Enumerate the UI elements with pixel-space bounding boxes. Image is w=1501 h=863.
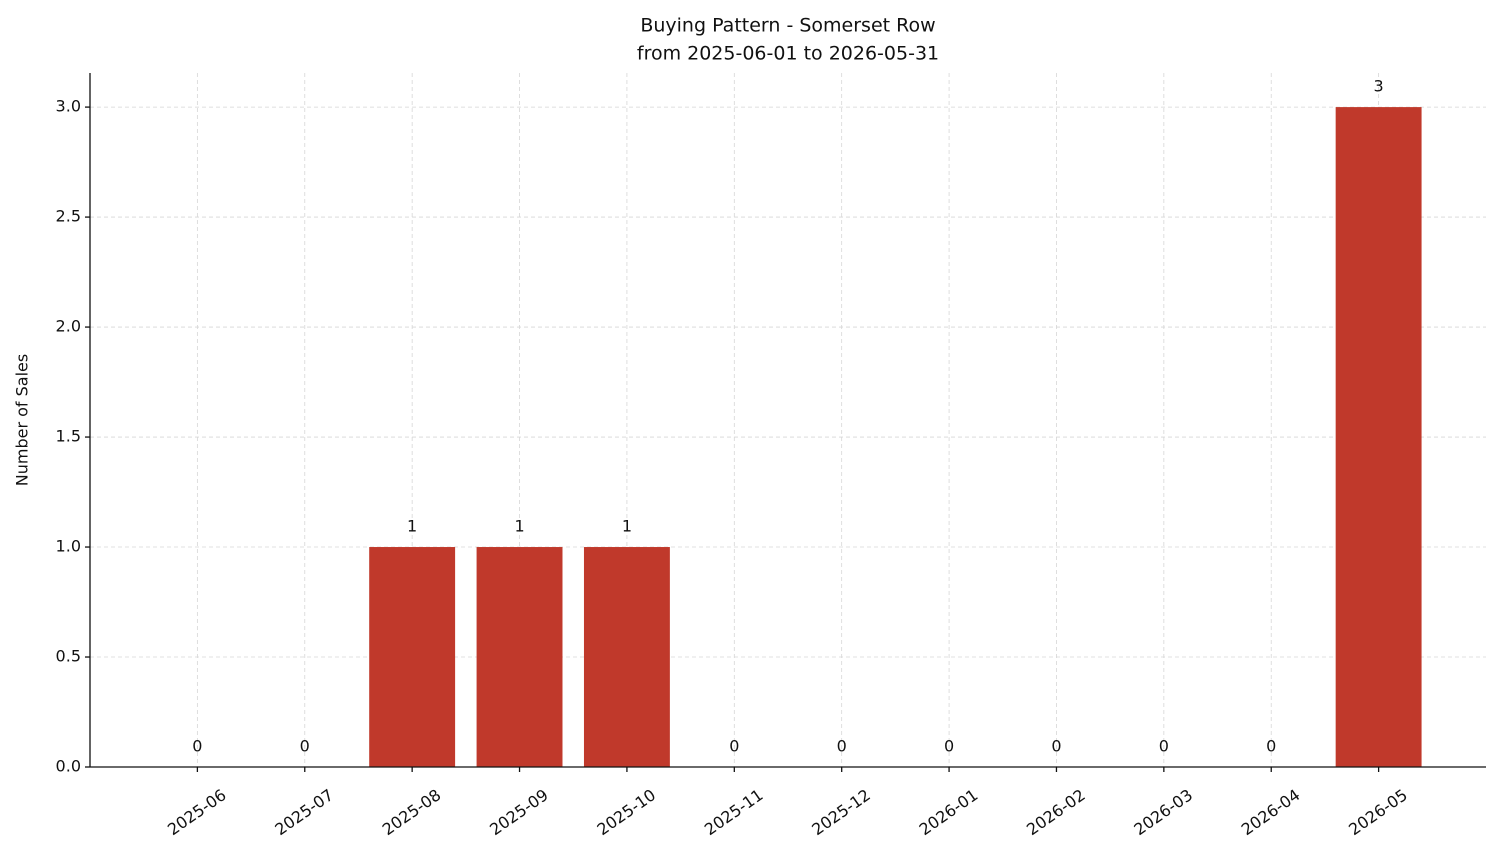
x-tick-label: 2025-08 <box>379 785 445 839</box>
bar <box>369 547 456 767</box>
bar <box>1335 107 1422 767</box>
value-label: 0 <box>944 737 954 756</box>
x-tick-label: 2025-12 <box>808 785 874 839</box>
y-axis-label: Number of Sales <box>13 354 32 486</box>
x-tick-label: 2026-02 <box>1023 785 1089 839</box>
value-label: 1 <box>407 517 417 536</box>
value-label: 3 <box>1374 77 1384 96</box>
chart-subtitle: from 2025-06-01 to 2026-05-31 <box>637 43 939 65</box>
x-tick-label: 2025-10 <box>594 785 660 839</box>
value-label: 1 <box>514 517 524 536</box>
y-tick-label: 2.0 <box>56 317 81 336</box>
x-tick-label: 2026-03 <box>1130 785 1196 839</box>
x-tick-label: 2025-09 <box>486 785 552 839</box>
y-tick-label: 3.0 <box>56 97 81 116</box>
x-tick-label: 2026-01 <box>916 785 982 839</box>
value-label: 0 <box>300 737 310 756</box>
chart-title: Buying Pattern - Somerset Row <box>640 15 935 37</box>
y-tick-label: 0.0 <box>56 757 81 776</box>
bar <box>583 547 670 767</box>
y-tick-label: 1.5 <box>56 427 81 446</box>
value-label: 0 <box>729 737 739 756</box>
value-label: 1 <box>622 517 632 536</box>
value-label: 0 <box>1266 737 1276 756</box>
x-tick-label: 2026-05 <box>1345 785 1411 839</box>
x-tick-label: 2025-07 <box>271 785 337 839</box>
y-tick-label: 2.5 <box>56 207 81 226</box>
x-tick-label: 2026-04 <box>1238 785 1304 839</box>
x-tick-label: 2025-06 <box>164 785 230 839</box>
value-label: 0 <box>192 737 202 756</box>
y-tick-label: 1.0 <box>56 537 81 556</box>
value-label: 0 <box>1051 737 1061 756</box>
value-label: 0 <box>1159 737 1169 756</box>
x-tick-label: 2025-11 <box>701 785 767 839</box>
bar <box>476 547 563 767</box>
y-tick-label: 0.5 <box>56 647 81 666</box>
value-label: 0 <box>837 737 847 756</box>
